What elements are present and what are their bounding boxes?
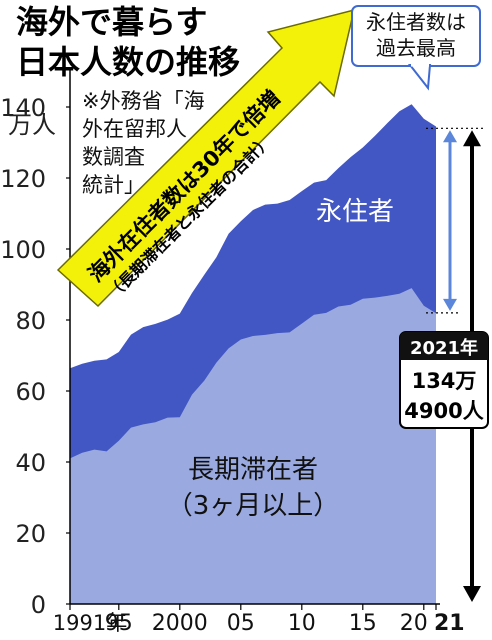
x-tick-label: 95 (105, 611, 133, 636)
chart-title-line: 海外で暮らす (16, 3, 207, 41)
value-box-year: 2021年 (410, 337, 478, 359)
value-box-header (400, 332, 488, 360)
y-tick-label: 80 (15, 307, 46, 335)
x-tick-label: 10 (288, 611, 316, 636)
callout-text-line: 永住者数は (366, 10, 466, 34)
x-tick-label: 15 (349, 611, 377, 636)
y-tick-label: 140 (0, 94, 46, 122)
source-note-line: 数調査 (82, 145, 145, 169)
x-tick-label: 21 (434, 611, 465, 636)
y-tick-label: 0 (31, 591, 46, 619)
chart-title-line: 日本人数の推移 (16, 43, 240, 81)
series-label-long-term-line: 長期滞在者 (188, 455, 318, 485)
value-box-line: 134万 (412, 369, 477, 393)
x-tick-label: 05 (227, 611, 255, 636)
x-tick-label: 2000 (152, 611, 208, 636)
callout-pointer (407, 64, 432, 91)
x-tick-label: 20 (400, 611, 428, 636)
x-tick-label: 1991年 (53, 611, 127, 635)
y-tick-label: 20 (15, 520, 46, 548)
series-label-long-term-line: （3ヶ月以上） (167, 491, 340, 521)
callout-text-line: 過去最高 (376, 36, 456, 60)
permanent-range-arrowhead-top (443, 130, 457, 143)
series-label-permanent: 永住者 (316, 197, 394, 227)
source-note-line: 統計」 (82, 173, 145, 197)
y-tick-label: 60 (15, 378, 46, 406)
total-range-arrowhead-top (463, 130, 481, 147)
y-tick-label: 40 (15, 449, 46, 477)
growth-arrow (56, 8, 356, 308)
source-note-line: 外在留邦人 (82, 117, 187, 141)
permanent-range-arrowhead-bottom (443, 298, 457, 311)
value-box-line: 4900人 (404, 399, 483, 423)
y-tick-label: 100 (0, 236, 46, 264)
y-tick-label: 120 (0, 165, 46, 193)
source-note-line: ※外務省「海 (82, 89, 205, 113)
total-range-arrowhead-bottom (463, 586, 481, 602)
y-unit-label: 万人 (8, 111, 56, 139)
area-long-term-residents (70, 288, 436, 604)
